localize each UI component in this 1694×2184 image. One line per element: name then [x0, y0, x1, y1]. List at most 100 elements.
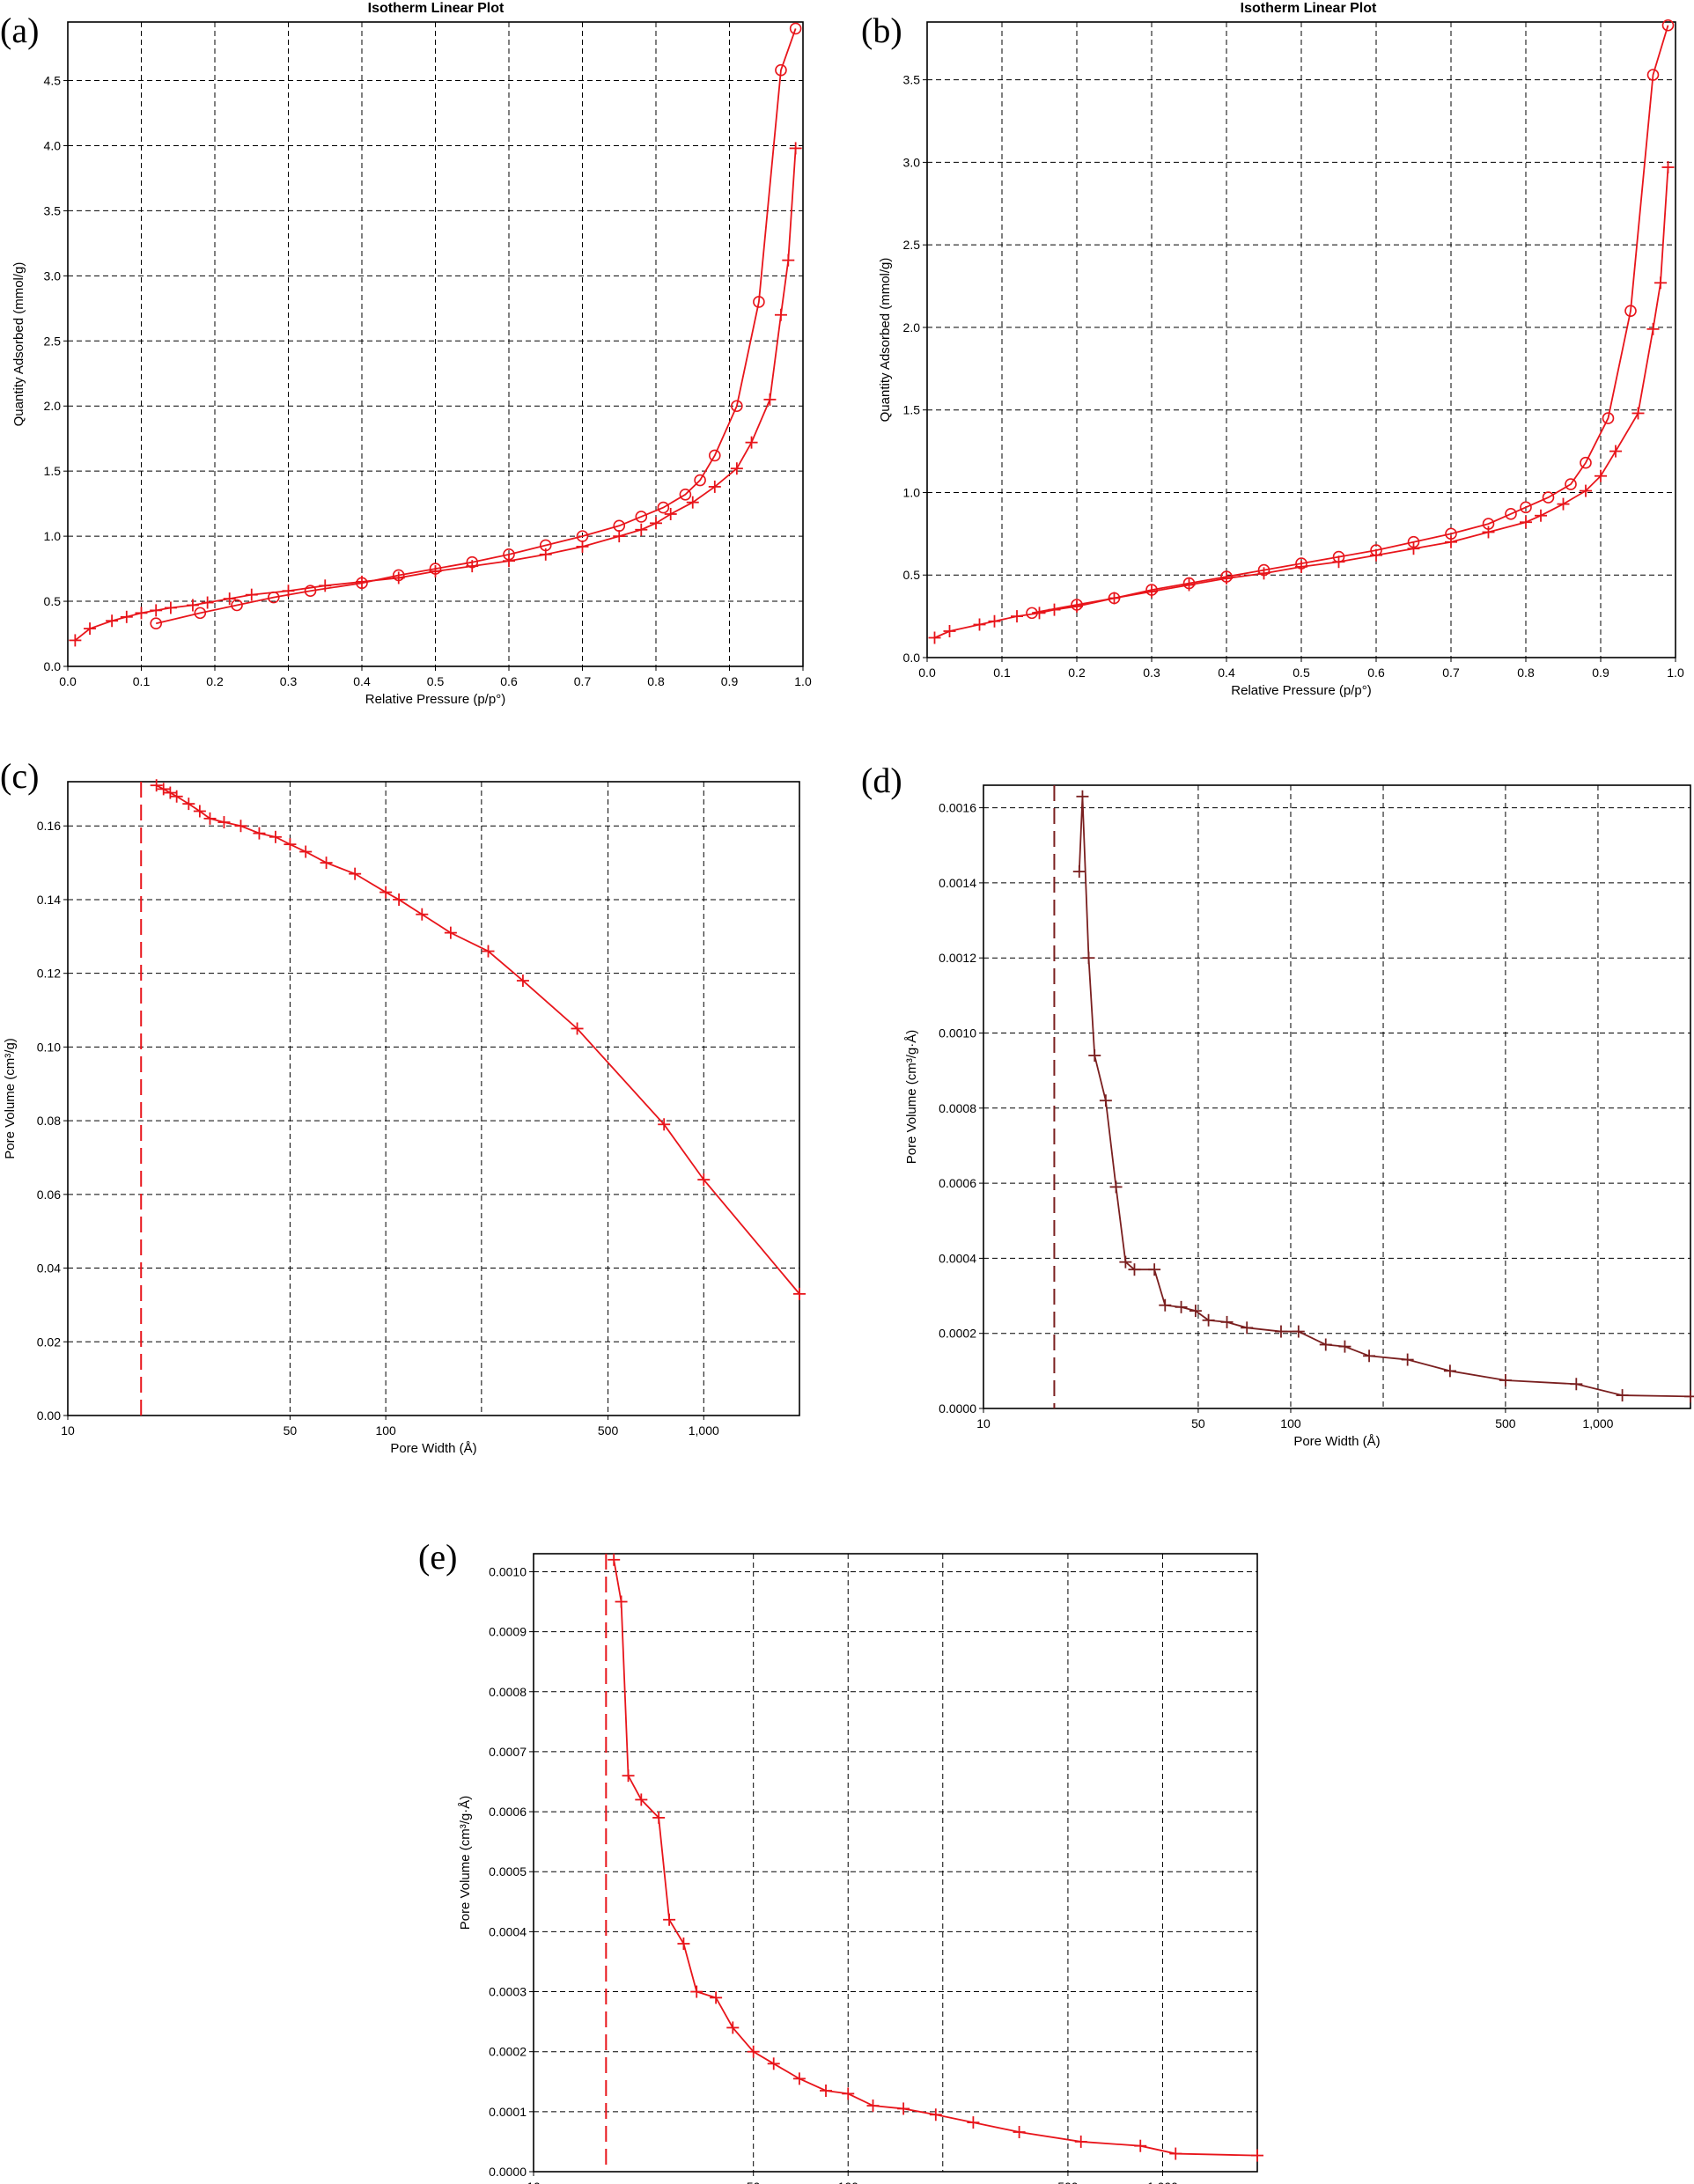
x-tick-label: 0.3	[1143, 665, 1160, 680]
series-line	[1078, 796, 1691, 1398]
data-point	[1505, 508, 1517, 520]
data-point	[943, 624, 956, 637]
y-tick-label: 0.0007	[489, 1745, 527, 1759]
y-tick-label: 3.0	[44, 268, 62, 283]
y-tick-label: 0.10	[37, 1040, 61, 1054]
x-tick-label: 500	[598, 1423, 619, 1438]
y-tick-label: 3.0	[903, 155, 921, 169]
data-point	[1076, 790, 1089, 803]
y-tick-label: 0.5	[44, 594, 62, 608]
data-point	[416, 908, 429, 921]
y-tick-label: 4.5	[44, 74, 62, 88]
data-point	[1011, 610, 1023, 623]
x-tick-label: 100	[1280, 1416, 1301, 1430]
data-point	[1257, 563, 1270, 577]
data-point	[745, 436, 758, 449]
data-point	[1108, 592, 1121, 605]
data-point	[973, 618, 986, 631]
data-point	[1595, 469, 1607, 482]
data-point	[217, 816, 231, 829]
x-tick-label: 10	[61, 1423, 75, 1438]
data-point	[299, 845, 313, 858]
data-point	[1363, 1349, 1376, 1363]
y-tick-label: 0.0000	[939, 1401, 976, 1416]
data-point	[657, 501, 670, 514]
data-point	[267, 591, 280, 604]
x-tick-label: 0.0	[918, 665, 936, 680]
x-tick-label: 10	[527, 2180, 541, 2184]
y-tick-label: 0.0	[44, 659, 62, 673]
y-tick-label: 0.0016	[939, 801, 976, 815]
data-point	[708, 449, 721, 462]
data-point	[1482, 518, 1495, 530]
data-point	[677, 1938, 690, 1951]
data-point	[1580, 456, 1592, 469]
y-axis-label: Quantity Adsorbed (mmol/g)	[11, 262, 26, 427]
data-point	[1145, 584, 1158, 596]
data-point	[1169, 2147, 1182, 2160]
data-point	[664, 507, 677, 520]
data-point	[1251, 2149, 1263, 2162]
data-point	[1148, 1263, 1161, 1276]
x-tick-label: 1.0	[1667, 665, 1684, 680]
data-point	[576, 540, 589, 553]
plot-frame	[983, 784, 1691, 1409]
series-line	[1031, 25, 1669, 614]
data-point	[234, 820, 247, 833]
y-axis-label: Pore Volume (cm³/g·Å)	[904, 1030, 919, 1165]
x-tick-label: 0.1	[993, 665, 1011, 680]
data-point	[782, 254, 795, 267]
x-tick-label: 0.2	[1068, 665, 1086, 680]
data-point	[466, 555, 479, 569]
data-point	[379, 886, 393, 899]
x-tick-label: 50	[284, 1423, 298, 1438]
data-point	[150, 779, 163, 792]
y-tick-label: 0.0009	[489, 1625, 527, 1639]
plot-frame	[67, 21, 804, 667]
x-tick-label: 0.9	[1592, 665, 1609, 680]
data-point	[1401, 1353, 1414, 1366]
data-point	[1499, 1374, 1512, 1387]
data-point	[269, 830, 282, 843]
data-point	[767, 2057, 780, 2070]
y-tick-label: 2.5	[903, 238, 921, 252]
data-point	[820, 2084, 833, 2097]
panel-label-e: (e)	[418, 1537, 457, 1577]
x-tick-label: 1,000	[689, 1423, 719, 1438]
data-point	[1128, 1263, 1141, 1276]
data-point	[1520, 516, 1532, 529]
y-tick-label: 0.0008	[489, 1685, 527, 1699]
y-tick-label: 0.12	[37, 967, 61, 981]
x-tick-label: 0.5	[1293, 665, 1310, 680]
x-axis-label: Pore Width (Å)	[390, 1441, 476, 1456]
data-point	[1099, 1094, 1112, 1107]
chart-panel-d: (d) 10 50 100 500 1,000 0.0000 0.0002 0.0004 0.00…	[861, 761, 1694, 1449]
data-point	[356, 577, 368, 590]
data-point	[1220, 1315, 1234, 1328]
data-point	[1565, 478, 1577, 490]
data-point	[1407, 542, 1420, 555]
x-tick-label: 0.2	[206, 674, 224, 688]
data-point	[150, 604, 163, 617]
data-point	[539, 539, 552, 552]
x-axis-label: Pore Width (Å)	[1293, 1434, 1380, 1449]
data-point	[1175, 1300, 1188, 1313]
data-point	[164, 786, 177, 799]
data-point	[708, 480, 721, 493]
data-point	[763, 393, 777, 406]
data-point	[793, 1287, 806, 1300]
data-point	[1646, 322, 1660, 335]
data-point	[1570, 1378, 1583, 1391]
y-tick-label: 0.0001	[489, 2105, 527, 2119]
y-axis-label: Pore Volume (cm³/g)	[3, 1038, 18, 1159]
data-point	[731, 400, 743, 413]
data-point	[1220, 570, 1233, 583]
y-tick-label: 0.0003	[489, 1985, 527, 1999]
data-point	[1370, 544, 1382, 556]
y-tick-label: 0.0004	[489, 1924, 527, 1938]
data-point	[1482, 526, 1495, 539]
data-point	[686, 496, 699, 509]
y-tick-label: 1.5	[903, 403, 921, 417]
y-tick-label: 0.0010	[939, 1026, 976, 1040]
x-tick-label: 0.8	[647, 674, 665, 688]
